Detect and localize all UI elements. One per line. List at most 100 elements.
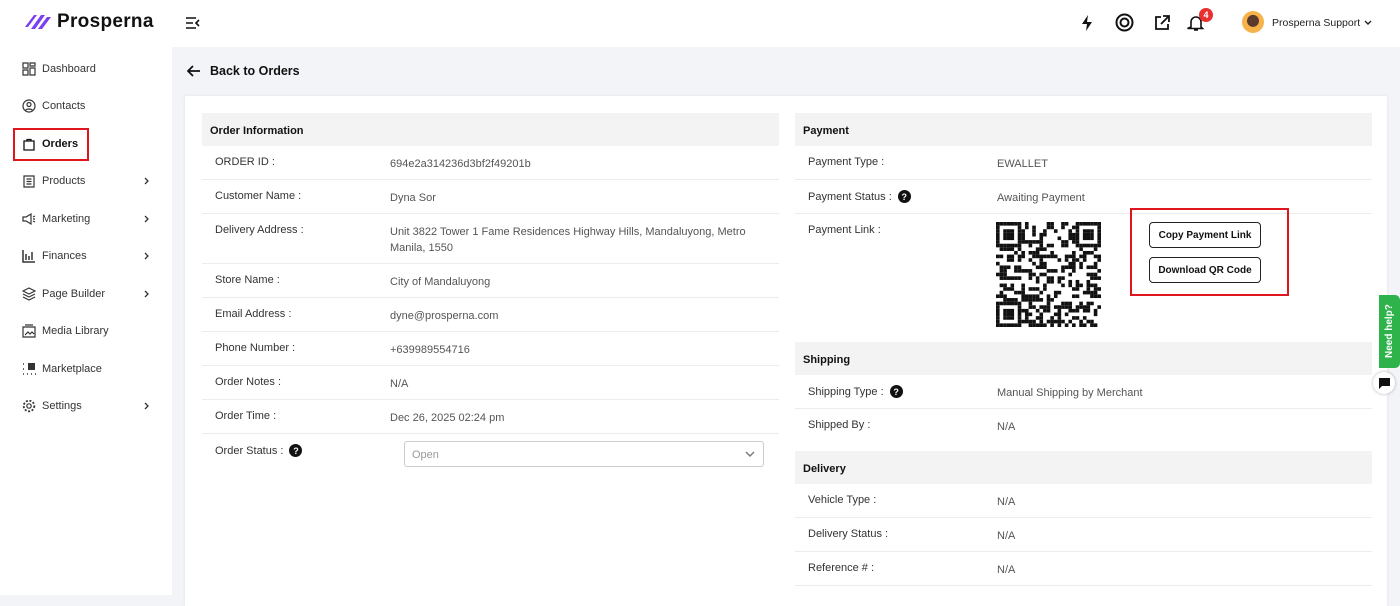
marketplace-icon bbox=[23, 362, 36, 375]
help-icon[interactable]: ? bbox=[897, 190, 911, 203]
download-qr-code-button[interactable]: Download QR Code bbox=[1149, 257, 1261, 283]
sidebar-item-marketplace[interactable]: Marketplace bbox=[0, 350, 172, 388]
sidebar-item-contacts[interactable]: Contacts bbox=[0, 88, 172, 126]
chevron-right-icon bbox=[144, 402, 149, 410]
avatar[interactable] bbox=[1242, 11, 1264, 33]
arrow-left-icon bbox=[187, 65, 200, 77]
chevron-right-icon bbox=[144, 290, 149, 298]
field-label: Phone Number : bbox=[215, 342, 296, 354]
sidebar-item-orders[interactable]: Orders bbox=[0, 125, 172, 163]
need-help-tab[interactable]: Need help? bbox=[1379, 295, 1400, 368]
selected-value: Open bbox=[412, 449, 439, 461]
image-folder-icon bbox=[22, 324, 36, 338]
order-field-row: Customer Name : Dyna Sor bbox=[202, 180, 779, 214]
order-field-row: Order Time : Dec 26, 2025 02:24 pm bbox=[202, 400, 779, 434]
field-value: N/A bbox=[997, 421, 1016, 433]
sidebar-item-dashboard[interactable]: Dashboard bbox=[0, 50, 172, 88]
field-value: EWALLET bbox=[997, 158, 1048, 170]
field-label: Reference # : bbox=[808, 562, 875, 574]
sidebar: Prosperna Dashboard Contacts Orders Product… bbox=[0, 0, 172, 595]
brand-logo[interactable]: Prosperna bbox=[25, 11, 154, 33]
field-value: N/A bbox=[390, 378, 409, 390]
bell-icon[interactable] bbox=[1187, 14, 1205, 32]
user-name: Prosperna Support bbox=[1272, 17, 1361, 29]
order-field-row: Email Address : dyne@prosperna.com bbox=[202, 298, 779, 332]
section-title: Delivery bbox=[795, 451, 1372, 484]
chevron-right-icon bbox=[144, 215, 149, 223]
orders-highlight bbox=[13, 128, 89, 161]
order-field-row: Order Notes : N/A bbox=[202, 366, 779, 400]
field-label: Shipping Type : bbox=[808, 385, 884, 398]
sidebar-item-settings[interactable]: Settings bbox=[0, 388, 172, 426]
user-menu[interactable]: Prosperna Support bbox=[1272, 17, 1372, 29]
sidebar-item-finances[interactable]: Finances bbox=[0, 238, 172, 276]
chevron-right-icon bbox=[144, 177, 149, 185]
target-icon[interactable] bbox=[1115, 13, 1134, 32]
help-icon[interactable]: ? bbox=[289, 444, 303, 457]
field-value: Dyna Sor bbox=[390, 192, 436, 204]
megaphone-icon bbox=[22, 212, 36, 225]
order-field-row: Delivery Address : Unit 3822 Tower 1 Fame… bbox=[202, 214, 779, 264]
sidebar-item-label: Page Builder bbox=[42, 287, 105, 300]
field-label: Store Name : bbox=[215, 274, 280, 286]
field-label: Delivery Status : bbox=[808, 528, 889, 540]
field-label: Order Notes : bbox=[215, 376, 282, 388]
section-title: Shipping bbox=[795, 342, 1372, 375]
field-value: City of Mandaluyong bbox=[390, 276, 491, 288]
payment-status-row: Payment Status :? Awaiting Payment bbox=[795, 180, 1372, 214]
order-information-section: Order Information ORDER ID : 694e2a314236… bbox=[202, 113, 779, 474]
field-value: 694e2a314236d3bf2f49201b bbox=[390, 158, 531, 170]
shipped-by-row: Shipped By : N/A bbox=[795, 409, 1372, 443]
chat-icon[interactable] bbox=[1373, 372, 1395, 394]
field-value: N/A bbox=[997, 530, 1016, 542]
gear-icon bbox=[22, 400, 36, 413]
sidebar-item-label: Marketing bbox=[42, 212, 91, 225]
field-label: Customer Name : bbox=[215, 190, 302, 202]
field-value: dyne@prosperna.com bbox=[390, 310, 499, 322]
back-label: Back to Orders bbox=[210, 64, 300, 78]
shopping-bag-icon bbox=[23, 138, 35, 151]
section-title: Order Information bbox=[202, 113, 779, 146]
sidebar-item-page-builder[interactable]: Page Builder bbox=[0, 275, 172, 313]
payment-qr-code bbox=[996, 222, 1101, 327]
order-status-select[interactable]: Open bbox=[404, 441, 764, 467]
order-field-row: ORDER ID : 694e2a314236d3bf2f49201b bbox=[202, 146, 779, 180]
bar-chart-icon bbox=[22, 250, 35, 263]
sidebar-item-label: Contacts bbox=[42, 100, 86, 113]
delivery-section: Delivery Vehicle Type : N/A Delivery Statu… bbox=[795, 451, 1372, 586]
external-link-icon[interactable] bbox=[1153, 14, 1171, 32]
grid-icon bbox=[22, 62, 36, 76]
field-value: +639989554716 bbox=[390, 344, 470, 356]
payment-buttons-highlight bbox=[1130, 208, 1289, 296]
field-value: N/A bbox=[997, 564, 1016, 576]
copy-payment-link-button[interactable]: Copy Payment Link bbox=[1149, 222, 1261, 248]
lightning-icon[interactable] bbox=[1078, 14, 1096, 32]
sidebar-item-label: Dashboard bbox=[42, 62, 96, 75]
field-label: Vehicle Type : bbox=[808, 494, 877, 506]
field-label: Payment Link : bbox=[808, 224, 881, 236]
field-value: Unit 3822 Tower 1 Fame Residences Highwa… bbox=[390, 226, 746, 254]
chevron-right-icon bbox=[144, 252, 149, 260]
user-circle-icon bbox=[22, 99, 36, 113]
payment-section: Payment Payment Type : EWALLET Payment St… bbox=[795, 113, 1372, 343]
order-field-row: Store Name : City of Mandaluyong bbox=[202, 264, 779, 298]
back-to-orders-link[interactable]: Back to Orders bbox=[187, 64, 300, 78]
field-label: Shipped By : bbox=[808, 419, 871, 431]
layers-icon bbox=[22, 287, 36, 301]
sidebar-item-label: Products bbox=[42, 175, 86, 188]
field-label: Order Time : bbox=[215, 410, 277, 422]
order-status-row: Order Status :? Open bbox=[202, 434, 779, 474]
field-label: ORDER ID : bbox=[215, 156, 275, 168]
collapse-sidebar-icon[interactable] bbox=[186, 17, 200, 29]
notification-badge: 4 bbox=[1199, 8, 1213, 22]
delivery-field-row: Delivery Status : N/A bbox=[795, 518, 1372, 552]
field-label: Order Status : bbox=[215, 444, 284, 457]
sidebar-item-products[interactable]: Products bbox=[0, 163, 172, 201]
sidebar-item-marketing[interactable]: Marketing bbox=[0, 200, 172, 238]
field-label: Payment Type : bbox=[808, 156, 885, 168]
top-header bbox=[172, 0, 1400, 47]
sidebar-item-media-library[interactable]: Media Library bbox=[0, 313, 172, 351]
help-icon[interactable]: ? bbox=[889, 385, 903, 398]
field-label: Payment Status : bbox=[808, 190, 892, 203]
sidebar-item-label: Finances bbox=[42, 250, 87, 263]
